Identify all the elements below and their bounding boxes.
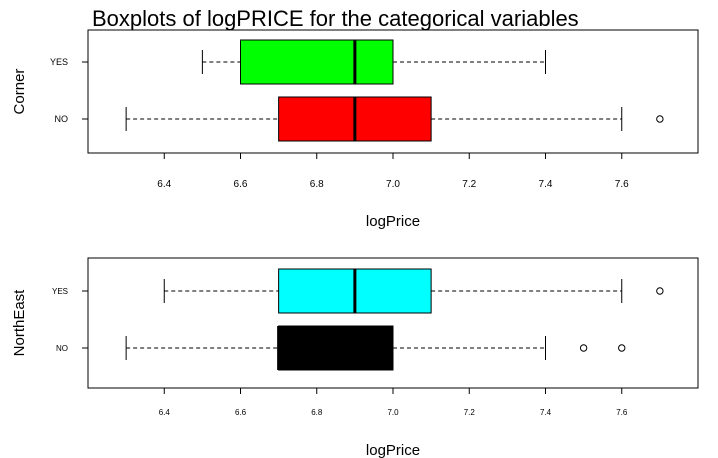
x-tick-label: 7.0 [386,179,400,190]
x-axis-label: logPrice [366,213,420,230]
box-yes [240,39,394,85]
outlier-point [656,287,664,295]
x-tick-label: 7.6 [615,179,629,190]
x-tick-label: 7.2 [462,179,476,190]
x-tick-label: 7.0 [387,408,399,417]
chart-title: Boxplots of logPRICE for the categorical… [92,6,579,31]
x-tick-label: 7.6 [616,408,628,417]
y-axis-label: NorthEast [11,289,28,357]
y-axis-label: Corner [11,69,28,115]
box-no [278,325,394,371]
x-tick-label: 6.4 [159,408,171,417]
outlier-point [579,344,588,352]
x-tick-label: 6.6 [235,408,247,417]
x-tick-label: 7.2 [464,408,476,417]
x-tick-label: 6.8 [310,179,324,190]
x-tick-label: 6.8 [311,408,323,417]
outlier-point [618,344,626,352]
group-label: NO [56,344,68,353]
panel-corner: 6.4 6.6 6.8 7.0 7.2 7.4 7.6 logPrice Corner NO YES [11,29,699,230]
outlier-point [656,115,664,123]
group-label: YES [52,287,68,296]
x-tick-label: 6.4 [157,179,171,190]
x-tick-label: 6.6 [234,179,248,190]
group-label: YES [50,57,68,67]
x-tick-label: 7.4 [540,408,552,417]
group-label: NO [55,114,69,124]
panel-northeast: 6.4 6.6 6.8 7.0 7.2 7.4 7.6 logPrice NorthEast NO… [11,257,699,458]
x-axis-label: logPrice [366,442,420,458]
x-tick-label: 7.4 [539,179,553,190]
